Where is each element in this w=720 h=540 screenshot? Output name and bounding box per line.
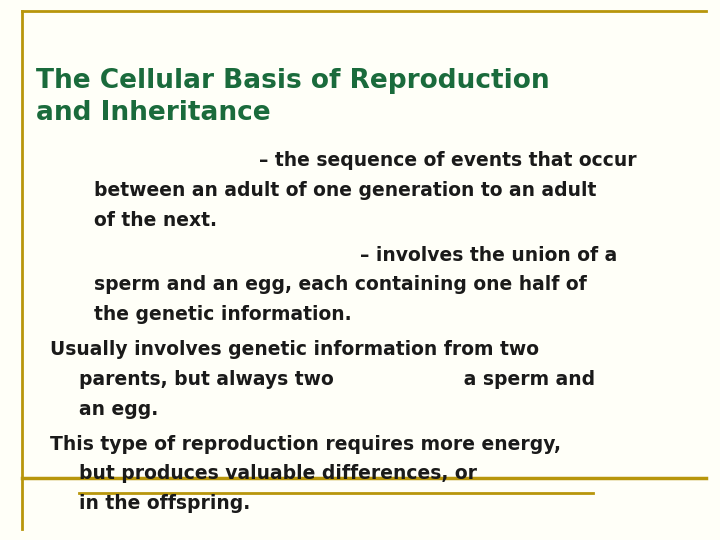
Text: of the next.: of the next.: [94, 211, 217, 229]
Text: in the offspring.: in the offspring.: [79, 494, 251, 513]
Text: The Cellular Basis of Reproduction: The Cellular Basis of Reproduction: [36, 68, 549, 93]
Text: This type of reproduction requires more energy,: This type of reproduction requires more …: [50, 435, 562, 454]
Text: between an adult of one generation to an adult: between an adult of one generation to an…: [94, 181, 596, 200]
Text: an egg.: an egg.: [79, 400, 158, 419]
Text: parents, but always two                    a sperm and: parents, but always two a sperm and: [79, 370, 595, 389]
Text: Usually involves genetic information from two: Usually involves genetic information fro…: [50, 340, 539, 359]
Text: and Inheritance: and Inheritance: [36, 100, 271, 126]
Text: but produces valuable differences, or: but produces valuable differences, or: [79, 464, 477, 483]
Text: sperm and an egg, each containing one half of: sperm and an egg, each containing one ha…: [94, 275, 586, 294]
Text: – the sequence of events that occur: – the sequence of events that occur: [259, 151, 636, 170]
Text: – involves the union of a: – involves the union of a: [360, 246, 617, 265]
Text: the genetic information.: the genetic information.: [94, 305, 351, 324]
